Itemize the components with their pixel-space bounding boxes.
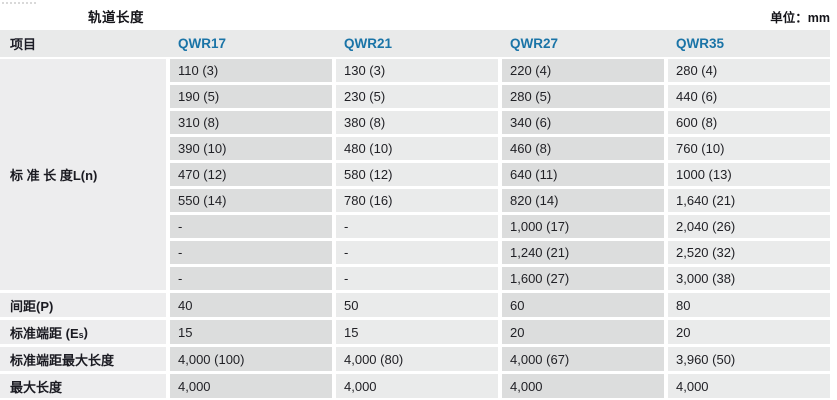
table-cell: 4,000 — [336, 374, 498, 398]
table-cell: 190 (5) — [170, 85, 332, 108]
table-cell: 3,960 (50) — [668, 347, 830, 371]
table-cell: 380 (8) — [336, 111, 498, 134]
table-cell: 1,240 (21) — [502, 241, 664, 264]
table-body: 标 准 长 度L(n) 110 (3) 130 (3) 220 (4) 280 (4) 1… — [0, 59, 830, 398]
table-cell: 550 (14) — [170, 189, 332, 212]
row-label: 标准端距最大长度 — [0, 347, 166, 371]
table-cell: 4,000 (80) — [336, 347, 498, 371]
table-cell: 1,640 (21) — [668, 189, 830, 212]
table-cell: 4,000 — [170, 374, 332, 398]
subscript-s: s — [78, 330, 84, 340]
table-cell: 15 — [336, 320, 498, 344]
row-label-standard-end-distance: 标准端距 (E s) — [0, 320, 166, 344]
table-cell: - — [170, 215, 332, 238]
column-header-qwr35: QWR35 — [676, 36, 725, 51]
table-cell: 220 (4) — [502, 59, 664, 82]
column-header-qwr27: QWR27 — [510, 36, 559, 51]
table-cell: 4,000 (67) — [502, 347, 664, 371]
table-cell: 460 (8) — [502, 137, 664, 160]
table-cell: 440 (6) — [668, 85, 830, 108]
table-cell: - — [170, 267, 332, 290]
table-cell: 760 (10) — [668, 137, 830, 160]
top-dashed-line — [2, 2, 36, 4]
table-cell: 80 — [668, 293, 830, 317]
table-cell: 280 (5) — [502, 85, 664, 108]
table-cell: 580 (12) — [336, 163, 498, 186]
table-cell: 230 (5) — [336, 85, 498, 108]
table-cell: 50 — [336, 293, 498, 317]
title-bar: 轨道长度 单位：mm — [0, 0, 837, 30]
table-cell: 480 (10) — [336, 137, 498, 160]
table-cell: 20 — [668, 320, 830, 344]
table-cell: 600 (8) — [668, 111, 830, 134]
label-text: 标准端距 (E — [10, 325, 79, 341]
table-cell: - — [336, 241, 498, 264]
table-cell: 15 — [170, 320, 332, 344]
table-cell: 4,000 — [502, 374, 664, 398]
column-header-item: 项目 — [10, 37, 37, 52]
table-cell: 4,000 (100) — [170, 347, 332, 371]
column-header-qwr21: QWR21 — [344, 36, 393, 51]
table-cell: 1,000 (17) — [502, 215, 664, 238]
column-header-qwr17: QWR17 — [178, 36, 227, 51]
table-cell: 20 — [502, 320, 664, 344]
table-cell: 40 — [170, 293, 332, 317]
table-cell: 820 (14) — [502, 189, 664, 212]
table-header-row: 项目 QWR17 QWR21 QWR27 QWR35 — [0, 30, 830, 57]
table-cell: 2,520 (32) — [668, 241, 830, 264]
table-cell: 2,040 (26) — [668, 215, 830, 238]
row-label-standard-length: 标 准 长 度L(n) — [0, 59, 166, 290]
table-cell: 1000 (13) — [668, 163, 830, 186]
row-label: 最大长度 — [0, 374, 166, 398]
table-cell: 60 — [502, 293, 664, 317]
page-title: 轨道长度 — [88, 10, 144, 25]
row-label: 间距(P) — [0, 293, 166, 317]
table-cell: - — [170, 241, 332, 264]
table-cell: 310 (8) — [170, 111, 332, 134]
table-cell: 3,000 (38) — [668, 267, 830, 290]
table-cell: 390 (10) — [170, 137, 332, 160]
table-cell: 280 (4) — [668, 59, 830, 82]
table-cell: 780 (16) — [336, 189, 498, 212]
unit-label: 单位：mm — [770, 11, 830, 25]
table-cell: 640 (11) — [502, 163, 664, 186]
table-cell: - — [336, 267, 498, 290]
table-cell: - — [336, 215, 498, 238]
table-cell: 340 (6) — [502, 111, 664, 134]
table-cell: 110 (3) — [170, 59, 332, 82]
table-cell: 4,000 — [668, 374, 830, 398]
label-text: ) — [83, 324, 88, 340]
table-cell: 130 (3) — [336, 59, 498, 82]
table-cell: 1,600 (27) — [502, 267, 664, 290]
table-cell: 470 (12) — [170, 163, 332, 186]
